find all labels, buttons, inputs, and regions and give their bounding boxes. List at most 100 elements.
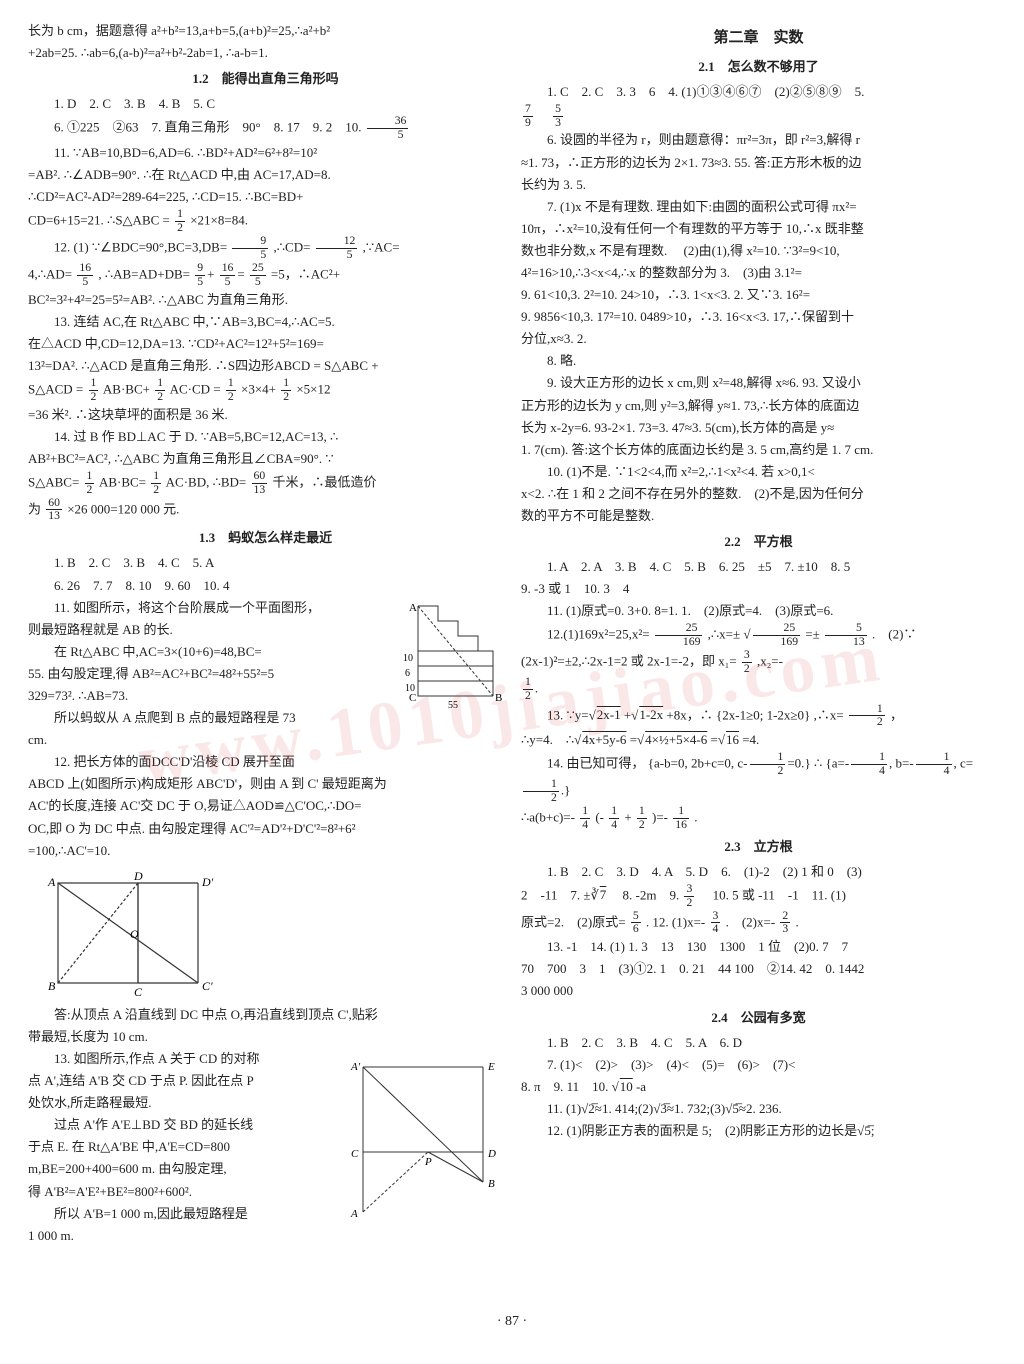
fraction: 12 — [89, 377, 99, 404]
two-column-layout: 长为 b cm，据题意得 a²+b²=13,a+b=5,(a+b)²=25,∴a… — [28, 20, 996, 1270]
svg-text:C: C — [351, 1148, 359, 1160]
text: =4. — [742, 732, 759, 747]
svg-text:A: A — [47, 875, 56, 889]
line: 1. D 2. C 3. B 4. B 5. C — [28, 93, 503, 115]
svg-text:55: 55 — [448, 700, 458, 711]
text: 12.(1)169x²=25,x²= — [547, 627, 650, 642]
text: 10. 5 或 -11 -1 11. (1) — [700, 887, 846, 902]
line: 1. B 2. C 3. B 4. C 5. A — [28, 552, 503, 574]
text: ×21×8=84. — [190, 213, 248, 228]
line: 正方形的边长为 y cm,则 y²=3,解得 y≈1. 73,∴长方体的底面边 — [521, 395, 996, 417]
svg-text:10: 10 — [403, 653, 413, 664]
fraction: 32 — [742, 649, 752, 676]
svg-text:D: D — [487, 1148, 496, 1160]
fraction: 23 — [780, 910, 790, 937]
line: ABCD 上(如图所示)构成矩形 ABC'D'，则由 A 到 C' 最短距离为 — [28, 773, 503, 795]
fraction: 12 — [175, 208, 185, 235]
fraction: 6013 — [252, 470, 268, 497]
text: AC·BD, ∴BD= — [166, 474, 247, 489]
fraction: 12 — [849, 703, 885, 730]
case: a=- — [832, 756, 849, 771]
text: ,∵AC= — [363, 239, 400, 254]
svg-text:D': D' — [201, 875, 214, 889]
svg-text:P: P — [424, 1156, 432, 1168]
section-title-13: 1.3 蚂蚁怎么样走最近 — [28, 527, 503, 549]
text: 4,∴AD= — [28, 266, 72, 281]
sqrt: 4×½+5×4-6 — [644, 732, 707, 747]
line: 14. 过 B 作 BD⊥AC 于 D. ∵AB=5,BC=12,AC=13, … — [28, 426, 503, 448]
svg-text:O: O — [130, 927, 139, 941]
figure-stairs: A B C 10 6 10 55 — [403, 601, 503, 711]
line: 答:从顶点 A 沿直线到 DC 中点 O,再沿直线到顶点 C',贴彩 — [28, 1004, 503, 1026]
text: . (2)∵ — [872, 627, 916, 642]
svg-text:A: A — [350, 1208, 358, 1220]
text: ∴a(b+c)=- — [521, 809, 575, 824]
line: OC,即 O 为 DC 中点. 由勾股定理得 AC'²=AD'²+D'C'²=8… — [28, 818, 503, 840]
text: ,∴x=± — [708, 627, 741, 642]
line: 14. 由已知可得， {a-b=0, 2b+c=0, c-12=0.} ∴ {a… — [521, 751, 996, 804]
text: (- — [595, 809, 604, 824]
line: 4,∴AD= 165 , ∴AB=AD+DB= 95+ 165= 255 =5，… — [28, 262, 503, 289]
text: ,∴CD= — [274, 239, 311, 254]
text: =√ — [710, 732, 724, 747]
fraction: 116 — [673, 805, 689, 832]
sqrt: 7 — [599, 887, 607, 902]
fraction: 513 — [825, 622, 867, 649]
svg-text:C: C — [134, 985, 143, 998]
text: 为 — [28, 501, 41, 516]
line: 1. A 2. A 3. B 4. C 5. B 6. 25 ±5 7. ±10… — [521, 556, 996, 578]
text: AC·CD = — [170, 381, 221, 396]
line: 9. 61<10,3. 2²=10. 24>10，∴3. 1<x<3. 2. 又… — [521, 284, 996, 306]
line: 12. (1) ∵∠BDC=90°,BC=3,DB= 95 ,∴CD= 125 … — [28, 235, 503, 262]
sqrt: 1-2x — [638, 707, 663, 722]
sqrt: 10 — [619, 1079, 633, 1094]
fraction: 12 — [85, 470, 95, 497]
fraction: 365 — [367, 115, 409, 142]
text: S△ACD = — [28, 381, 83, 396]
line: 9. 9856<10,3. 17²=10. 0489>10，∴3. 16<x<3… — [521, 306, 996, 328]
text: ， — [890, 707, 903, 722]
fraction: 6013 — [46, 497, 62, 524]
fraction: 53 — [553, 103, 563, 130]
case: 2x-1≥0 — [722, 707, 759, 722]
line: 1. B 2. C 3. D 4. A 5. D 6. (1)-2 (2) 1 … — [521, 861, 996, 883]
line: 7. (1)< (2)> (3)> (4)< (5)= (6)> (7)< — [521, 1054, 996, 1076]
case: b=- — [896, 756, 914, 771]
fraction: 12 — [226, 377, 236, 404]
text: ,∴x= — [814, 707, 844, 722]
text: + — [624, 809, 631, 824]
svg-text:D: D — [133, 869, 143, 883]
fraction: 34 — [711, 910, 721, 937]
line: AB²+BC²=AC², ∴△ABC 为直角三角形且∠CBA=90°. ∵ — [28, 448, 503, 470]
line: 1 000 m. — [28, 1225, 503, 1247]
line: S△ABC= 12 AB·BC= 12 AC·BD, ∴BD= 6013 千米，… — [28, 470, 503, 497]
fraction: 14 — [916, 751, 952, 778]
line: 1. 7(cm). 答:这个长方体的底面边长约是 3. 5 cm,高约是 1. … — [521, 439, 996, 461]
line: 11. (1)原式=0. 3+0. 8=1. 1. (2)原式=4. (3)原式… — [521, 600, 996, 622]
text: ×3×4+ — [241, 381, 276, 396]
line: 为 6013 ×26 000=120 000 元. — [28, 497, 503, 524]
line: 数的平方不可能是整数. — [521, 505, 996, 527]
section-title-12: 1.2 能得出直角三角形吗 — [28, 68, 503, 90]
line: 原式=2. (2)原式= 56 . 12. (1)x=- 34 . (2)x=-… — [521, 910, 996, 937]
line: 12. 把长方体的面DCC'D'沿棱 CD 展开至面 — [28, 751, 503, 773]
svg-text:A: A — [409, 602, 417, 614]
fraction: 12 — [750, 751, 786, 778]
line: CD=6+15=21. ∴S△ABC = 12 ×21×8=84. — [28, 208, 503, 235]
text: 2 -11 7. ±∛ — [521, 887, 599, 902]
fraction: 32 — [684, 883, 694, 910]
section-title-23: 2.3 立方根 — [521, 836, 996, 858]
fraction: 12 — [637, 805, 647, 832]
line: 9. 设大正方形的边长 x cm,则 x²=48,解得 x≈6. 93. 又设小 — [521, 372, 996, 394]
rectangle-diagram: A D D' B C C' O — [28, 868, 228, 998]
line: 10π，∴x²=10,没有任何一个有理数的平方等于 10,∴x 既非整 — [521, 218, 996, 240]
line: 12.(1)169x²=25,x²= 25169 ,∴x=± √25169 =±… — [521, 622, 996, 649]
text: (2x-1)²=±2,∴2x-1=2 或 2x-1=-2，即 x₁= — [521, 654, 737, 669]
line: 1. B 2. C 3. B 4. C 5. A 6. D — [521, 1032, 996, 1054]
line: 13. 连结 AC,在 Rt△ABC 中,∵AB=3,BC=4,∴AC=5. — [28, 311, 503, 333]
text: ∴y=4. ∴√ — [521, 732, 581, 747]
line: 7. (1)x 不是有理数. 理由如下:由圆的面积公式可得 πx²= — [521, 196, 996, 218]
fraction: 255 — [250, 262, 266, 289]
line: 12. — [521, 676, 996, 703]
line: =AB². ∴∠ADB=90°. ∴在 Rt△ACD 中,由 AC=17,AD=… — [28, 164, 503, 186]
